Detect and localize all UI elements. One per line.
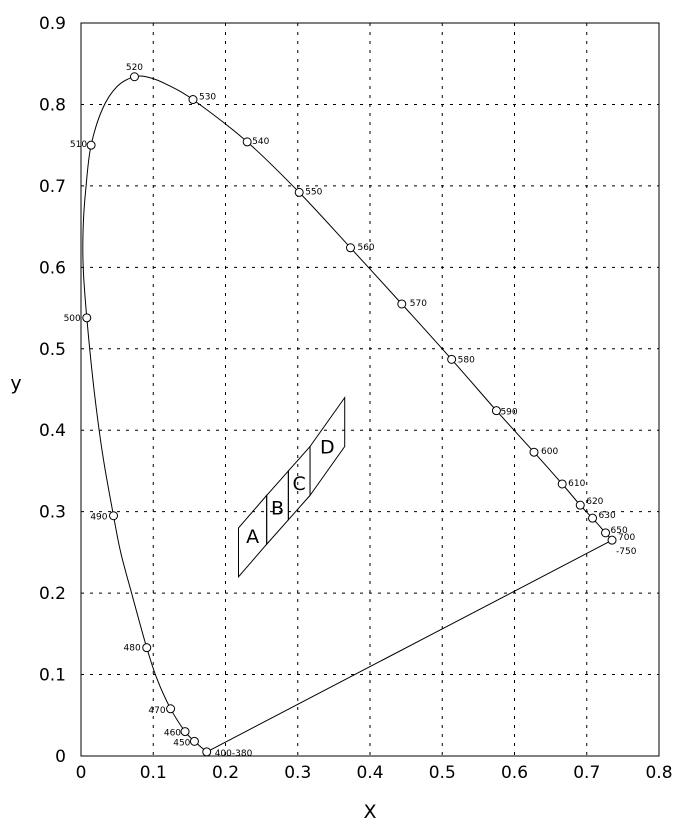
wavelength-label-480: 480 [124, 644, 141, 654]
wavelength-marker-620 [575, 500, 585, 510]
y-tick-label: 0.5 [39, 340, 66, 360]
wavelength-label-560: 560 [357, 243, 374, 253]
x-tick-labels: 0 0.1 0.2 0.3 0.4 0.5 0.6 0.7 0.8 [76, 763, 673, 783]
x-tick-label: 0.3 [284, 763, 311, 783]
wavelength-marker-480 [142, 643, 152, 653]
wavelength-label-630: 630 [599, 511, 616, 521]
wavelength-marker-400-380 [202, 747, 212, 757]
wavelength-label-580: 580 [458, 355, 475, 365]
y-tick-label: 0.9 [39, 14, 66, 34]
y-tick-label: 0 [55, 747, 66, 767]
region-label-c: C [293, 473, 306, 495]
grid-lines [81, 23, 659, 756]
y-tick-label: 0.6 [39, 258, 66, 278]
x-tick-label: 0.5 [429, 763, 456, 783]
wavelength-label-450: 450 [173, 738, 190, 748]
wavelength-label-470: 470 [148, 706, 165, 716]
wavelength-marker-490 [109, 511, 119, 521]
y-tick-label: 0.2 [39, 584, 66, 604]
spectral-locus-line [82, 75, 613, 753]
wavelength-marker-560 [345, 243, 355, 253]
wavelength-label-550: 550 [305, 187, 322, 197]
wavelength-label-500: 500 [64, 314, 81, 324]
x-tick-label: 0.2 [212, 763, 239, 783]
wavelength-marker-700 [607, 535, 617, 545]
wavelength-marker-550 [294, 187, 304, 197]
region-label-d: D [320, 437, 335, 459]
wavelength-label-460: 460 [164, 729, 181, 739]
wavelength-label-540: 540 [252, 137, 269, 147]
plot-frame [80, 22, 660, 757]
wavelength-marker-470 [166, 704, 176, 714]
wavelength-label-650: 650 [611, 526, 628, 536]
y-tick-label: 0.1 [39, 666, 66, 686]
wavelength-marker-530 [188, 95, 198, 105]
wavelength-label-400-380: 400-380 [215, 749, 253, 759]
wavelength-label-530: 530 [199, 93, 216, 103]
y-tick-labels: 0 0.1 0.2 0.3 0.4 0.5 0.6 0.7 0.8 0.9 [39, 14, 66, 767]
wavelength-marker-570 [397, 299, 407, 309]
y-tick-label: 0.4 [39, 421, 66, 441]
wavelength-label-590: 590 [500, 408, 517, 418]
wavelength-marker-540 [242, 137, 252, 147]
y-axis-title: y [10, 373, 21, 395]
purple-line [206, 539, 613, 753]
wavelength-marker-610 [557, 479, 567, 489]
region-label-a: A [246, 526, 259, 548]
wavelength-marker-580 [447, 354, 457, 364]
wavelength-marker-460 [180, 727, 190, 737]
x-tick-label: 0 [76, 763, 87, 783]
x-tick-label: 0.4 [356, 763, 383, 783]
wavelength-label-610: 610 [568, 479, 585, 489]
wavelength-label-750: -750 [616, 547, 637, 557]
y-tick-label: 0.7 [39, 177, 66, 197]
wavelength-marker-650 [601, 528, 611, 538]
x-tick-label: 0.1 [140, 763, 167, 783]
wavelength-label-520: 520 [126, 63, 143, 73]
wavelength-label-510: 510 [70, 140, 87, 150]
x-tick-label: 0.8 [645, 763, 672, 783]
x-axis-title: X [363, 801, 376, 823]
wavelength-marker-500 [82, 313, 92, 323]
wavelength-label-600: 600 [541, 447, 558, 457]
wavelength-marker-510 [86, 140, 96, 150]
y-tick-label: 0.8 [39, 95, 66, 115]
wavelength-marker-450 [189, 736, 199, 746]
x-tick-label: 0.7 [573, 763, 600, 783]
wavelength-marker-590 [491, 406, 501, 416]
region-label-b: B [271, 498, 284, 520]
wavelength-label-570: 570 [410, 299, 427, 309]
wavelength-marker-630 [588, 513, 598, 523]
wavelength-marker-520 [129, 72, 139, 82]
x-tick-label: 0.6 [501, 763, 528, 783]
y-tick-label: 0.3 [39, 503, 66, 523]
wavelength-marker-600 [529, 447, 539, 457]
wavelength-label-490: 490 [90, 513, 107, 523]
wavelength-label-700: 700 [618, 533, 635, 543]
wavelength-label-620: 620 [586, 497, 603, 507]
region-box-d [309, 396, 346, 497]
